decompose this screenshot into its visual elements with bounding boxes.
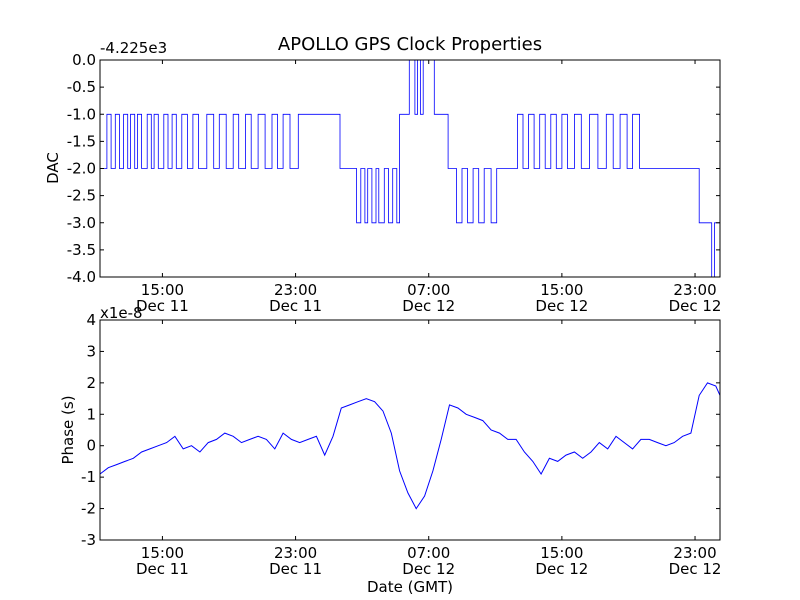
phase-axes-frame bbox=[99, 319, 721, 541]
dac-panel: 0.0 -0.5 -1.0 -1.5 -2.0 -2.5 -3.0 -3.5 -4.0 15:0… bbox=[44, 39, 721, 315]
phase-y-tick-label-5: -1 bbox=[81, 468, 96, 486]
dac-x-tick-date-1: Dec 11 bbox=[269, 297, 322, 315]
phase-plot-area bbox=[100, 320, 720, 540]
dac-y-ticks: 0.0 -0.5 -1.0 -1.5 -2.0 -2.5 -3.0 -3.5 -4.0 bbox=[67, 51, 720, 286]
dac-series-group bbox=[100, 59, 720, 278]
phase-x-tick-date-4: Dec 12 bbox=[669, 560, 722, 578]
dac-y-axis-label: DAC bbox=[44, 152, 62, 184]
phase-y-tick-label-0: 4 bbox=[86, 311, 96, 329]
dac-y-tick-label-5: -2.5 bbox=[67, 187, 96, 205]
phase-y-tick-label-7: -3 bbox=[81, 531, 96, 549]
phase-y-ticks: 4 3 2 1 0 -1 -2 -3 bbox=[81, 311, 720, 549]
phase-x-tick-time-0: 15:00 bbox=[141, 544, 184, 562]
dac-y-tick-label-3: -1.5 bbox=[67, 132, 96, 150]
dac-series-line-0 bbox=[100, 59, 720, 278]
phase-series-group bbox=[99, 382, 721, 510]
dac-y-tick-label-0: 0.0 bbox=[72, 51, 96, 69]
phase-x-tick-date-3: Dec 12 bbox=[535, 560, 588, 578]
dac-y-tick-label-7: -3.5 bbox=[67, 241, 96, 259]
dac-x-tick-time-3: 15:00 bbox=[540, 281, 583, 299]
phase-y-tick-label-4: 0 bbox=[86, 437, 96, 455]
phase-x-tick-time-4: 23:00 bbox=[673, 544, 716, 562]
phase-y-tick-label-1: 3 bbox=[86, 342, 96, 360]
figure-title: APOLLO GPS Clock Properties bbox=[278, 34, 542, 55]
phase-x-tick-time-3: 15:00 bbox=[540, 544, 583, 562]
dac-y-tick-label-6: -3.0 bbox=[67, 214, 96, 232]
dac-x-tick-date-0: Dec 11 bbox=[136, 297, 189, 315]
phase-y-tick-label-2: 2 bbox=[86, 374, 96, 392]
phase-series-line-0 bbox=[99, 382, 721, 510]
phase-x-axis-label: Date (GMT) bbox=[367, 578, 453, 596]
phase-x-tick-time-2: 07:00 bbox=[407, 544, 450, 562]
phase-y-tick-label-3: 1 bbox=[86, 405, 96, 423]
phase-y-axis-label: Phase (s) bbox=[59, 395, 77, 464]
dac-x-tick-time-2: 07:00 bbox=[407, 281, 450, 299]
dac-x-tick-time-0: 15:00 bbox=[141, 281, 184, 299]
phase-x-tick-date-2: Dec 12 bbox=[402, 560, 455, 578]
dac-offset-label: -4.225e3 bbox=[100, 39, 167, 57]
dac-x-tick-time-4: 23:00 bbox=[673, 281, 716, 299]
dac-y-tick-label-8: -4.0 bbox=[67, 268, 96, 286]
dac-x-tick-date-3: Dec 12 bbox=[535, 297, 588, 315]
dac-y-tick-label-2: -1.0 bbox=[67, 105, 96, 123]
dac-x-tick-time-1: 23:00 bbox=[274, 281, 317, 299]
phase-x-tick-date-0: Dec 11 bbox=[136, 560, 189, 578]
phase-offset-label: x1e-8 bbox=[100, 304, 143, 322]
phase-x-tick-time-1: 23:00 bbox=[274, 544, 317, 562]
dac-x-tick-date-2: Dec 12 bbox=[402, 297, 455, 315]
phase-y-tick-label-6: -2 bbox=[81, 500, 96, 518]
dac-y-tick-label-1: -0.5 bbox=[67, 78, 96, 96]
dac-x-tick-date-4: Dec 12 bbox=[669, 297, 722, 315]
dac-y-tick-label-4: -2.0 bbox=[67, 160, 96, 178]
phase-x-tick-date-1: Dec 11 bbox=[269, 560, 322, 578]
